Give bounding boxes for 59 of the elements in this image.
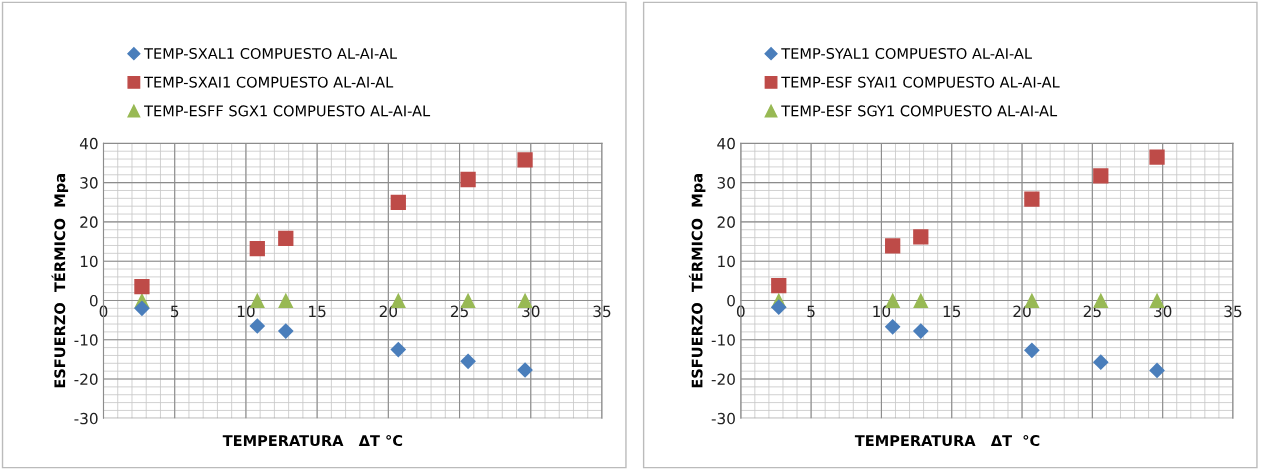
y-tick-label: 40	[717, 137, 735, 150]
y-tick-label: 0	[727, 294, 735, 307]
point	[278, 230, 294, 247]
point	[460, 171, 476, 188]
x-tick-label: 0	[736, 305, 745, 318]
x-tick-label: 5	[171, 305, 179, 318]
y-tick-label: -30	[74, 412, 98, 425]
y-tick-label: 0	[89, 294, 98, 307]
x-axis-title: TEMPERATURA ΔT °C	[854, 434, 1040, 447]
legend-label: TEMP-SXAL1 COMPUESTO AL-AI-AL	[144, 47, 397, 60]
legend-label: TEMP-SYAL1 COMPUESTO AL-AI-AL	[781, 47, 1032, 60]
point	[1093, 168, 1109, 184]
y-tick-label: -20	[711, 373, 735, 386]
point	[1024, 191, 1040, 207]
y-tick-label: 20	[80, 216, 98, 228]
point	[1024, 342, 1040, 359]
x-tick-label: 15	[309, 305, 326, 318]
point	[249, 240, 265, 257]
point	[770, 299, 787, 315]
y-tick-label: -20	[74, 373, 98, 386]
y-tick-label: -10	[74, 334, 98, 346]
point	[913, 229, 929, 245]
point	[771, 277, 787, 294]
y-tick-label: -10	[711, 334, 735, 346]
y-tick-label: 10	[80, 255, 98, 268]
point	[134, 300, 150, 317]
x-tick-label: 5	[807, 305, 815, 318]
y-tick-label: 40	[79, 137, 98, 150]
point	[517, 362, 533, 378]
y-axis-title: ESFUERZO TÉRMICO Mpa	[688, 174, 706, 388]
legend-label: TEMP-ESF SYAI1 COMPUESTO AL-AI-AL	[781, 76, 1060, 88]
point	[1149, 362, 1165, 379]
point	[460, 353, 476, 370]
y-tick-label: -30	[711, 412, 735, 425]
point	[913, 292, 929, 309]
y-axis-title: ESFUERZO TÉRMICO Mpa	[51, 174, 69, 388]
point	[278, 292, 294, 309]
y-tick-label: 10	[718, 255, 735, 268]
point	[1092, 354, 1109, 370]
legend-label: TEMP-ESF SGY1 COMPUESTO AL-AI-AL	[781, 105, 1058, 117]
point	[1149, 149, 1165, 165]
x-tick-label: 35	[1224, 305, 1242, 318]
legend-label: TEMP-ESFF SGX1 COMPUESTO AL-AI-AL	[144, 105, 431, 117]
y-tick-label: 30	[717, 177, 735, 189]
point	[517, 152, 533, 168]
point	[912, 323, 929, 339]
x-tick-label: 35	[593, 305, 611, 318]
point	[277, 323, 294, 339]
point	[134, 279, 150, 295]
point	[884, 318, 901, 335]
legend-label: TEMP-SXAI1 COMPUESTO AL-AI-AL	[144, 76, 394, 88]
point	[390, 341, 407, 358]
point	[390, 194, 406, 210]
point	[885, 238, 901, 254]
point	[249, 318, 266, 334]
x-axis-title: TEMPERATURA ΔT °C	[222, 434, 403, 447]
y-tick-label: 30	[80, 177, 98, 189]
y-tick-label: 20	[717, 216, 735, 228]
x-tick-label: 15	[943, 305, 961, 318]
